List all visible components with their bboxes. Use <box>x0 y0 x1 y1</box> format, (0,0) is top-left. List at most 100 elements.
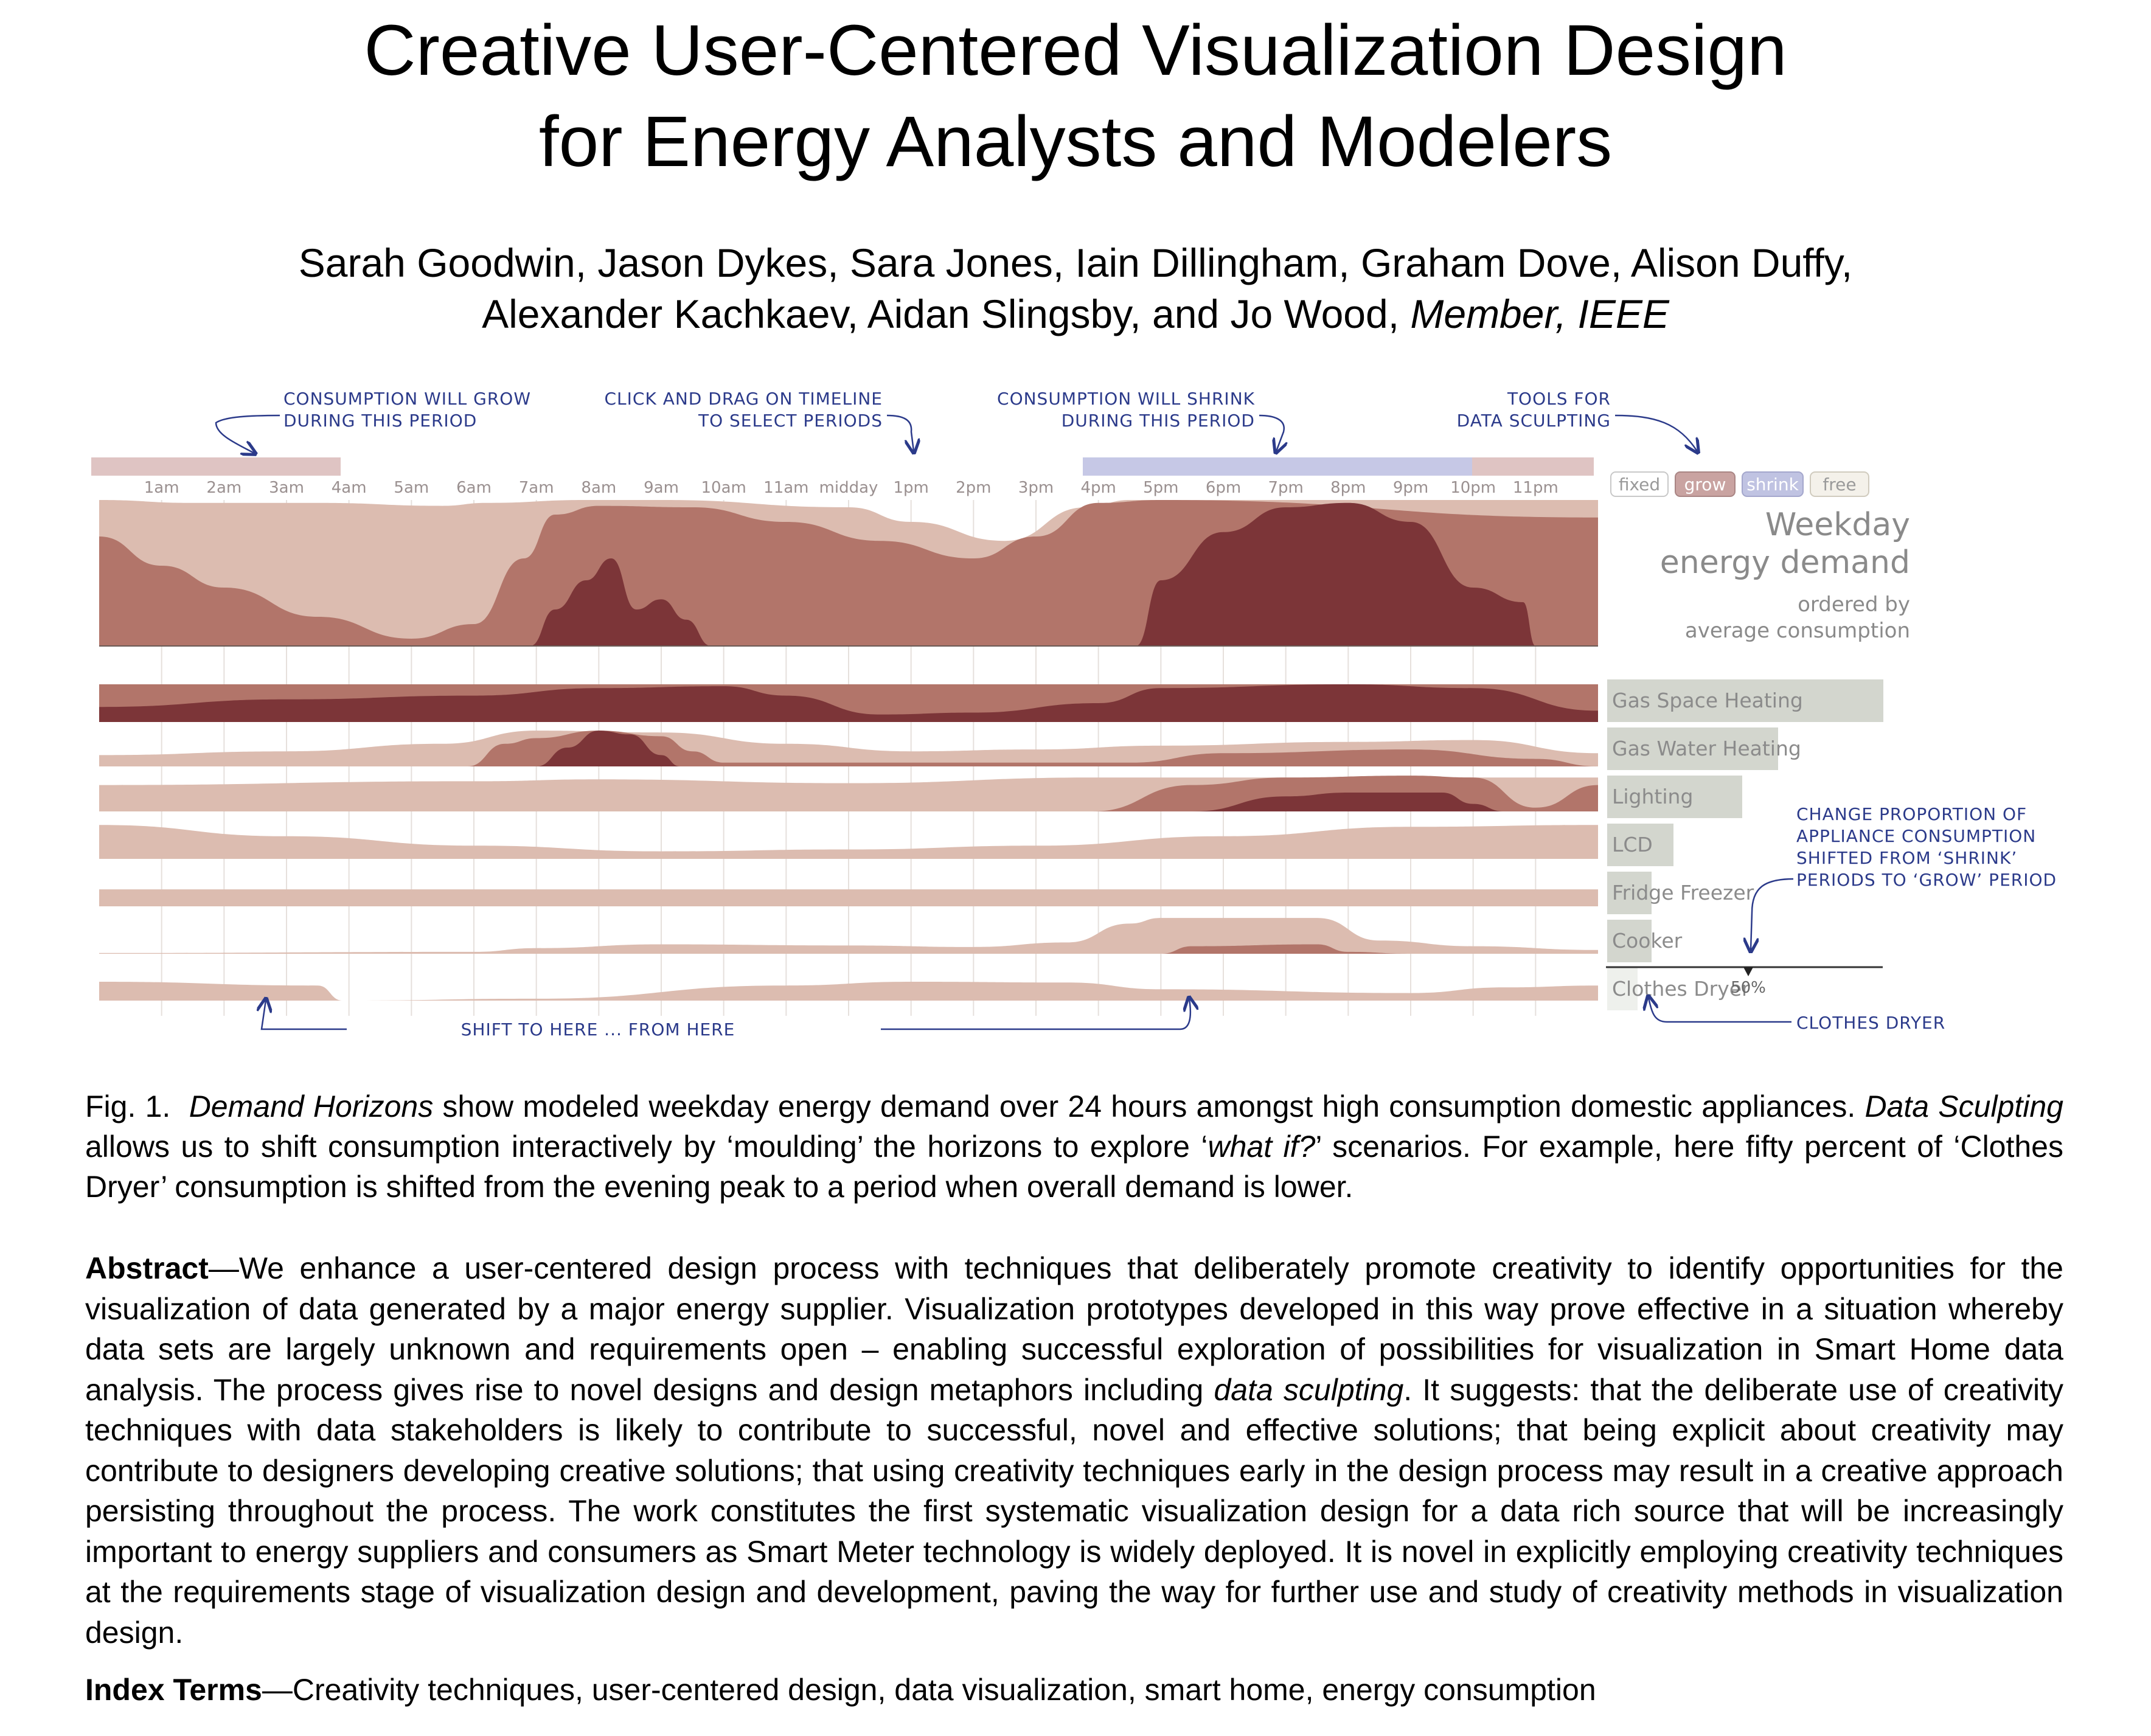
demand-horizons[interactable] <box>99 500 1598 1001</box>
tool-shrink-button[interactable] <box>1742 471 1804 497</box>
legend-title-line-1: Weekday <box>1765 507 1910 543</box>
annotation-drag-line-2: TO SELECT PERIODS <box>698 411 883 431</box>
appliance-horizon-0-1[interactable] <box>99 684 1598 722</box>
hour-label: 10am <box>701 479 746 497</box>
annotation-shift: SHIFT TO HERE ... FROM HERE <box>461 1019 735 1040</box>
hour-axis: 1am 2am 3am 4am 5am 6am 7am 8am 9am 10am 11am midda… <box>144 479 1559 497</box>
appliance-bar[interactable] <box>1607 968 1638 1010</box>
appliance-label: Lighting <box>1612 785 1693 808</box>
annotation-shift-arrow-right <box>881 999 1190 1030</box>
abstract-label: Abstract <box>85 1251 209 1285</box>
annotation-shrink-line-1: CONSUMPTION WILL SHRINK <box>997 389 1255 409</box>
caption-text-1: show modeled weekday energy demand over … <box>433 1089 1865 1123</box>
timeline[interactable] <box>91 457 1594 476</box>
hour-label: 6am <box>456 479 492 497</box>
tool-grow-button[interactable] <box>1675 471 1736 497</box>
annotation-tools-arrow <box>1614 414 1697 451</box>
hour-label: 1am <box>144 479 179 497</box>
annotation-shrink-arrow <box>1259 414 1284 451</box>
legend-subtitle-line-1: ordered by <box>1798 592 1910 617</box>
hour-label: 7pm <box>1268 479 1303 497</box>
abstract-text-1: —We enhance a user-centered design proce… <box>85 1251 2063 1407</box>
appliance-label: Gas Water Heating <box>1612 737 1801 760</box>
appliance-label: LCD <box>1612 833 1653 856</box>
appliance-horizon-5-0[interactable] <box>99 918 1598 954</box>
hour-label: 3am <box>269 479 304 497</box>
authors-names: Alexander Kachkaev, Aidan Slingsby, and … <box>482 291 1400 336</box>
annotation-clothes-dryer-arrow <box>1649 998 1791 1023</box>
hour-label: midday <box>819 479 878 497</box>
index-terms-text: —Creativity techniques, user-centered de… <box>262 1673 1596 1707</box>
hour-label: 7am <box>519 479 554 497</box>
abstract-emphasis: data sculpting <box>1214 1372 1404 1407</box>
tool-fixed-button[interactable] <box>1610 471 1669 497</box>
title-line-1: Creative User-Centered Visualization Des… <box>364 10 1787 91</box>
sculpting-tools: fixed grow shrink free <box>1610 471 1869 497</box>
appliance-bar[interactable] <box>1607 824 1673 866</box>
hour-label: 3pm <box>1018 479 1054 497</box>
annotation-shift-arrow-left <box>262 1000 347 1030</box>
index-terms: Index Terms—Creativity techniques, user-… <box>85 1670 2063 1710</box>
proportion-slider-handle[interactable] <box>1743 967 1753 976</box>
caption-emphasis-1: Demand Horizons <box>189 1089 434 1123</box>
hour-label: 2am <box>206 479 242 497</box>
proportion-slider-value: 50% <box>1731 979 1766 997</box>
appliance-horizon-1-2[interactable] <box>536 731 680 766</box>
author-membership: Member, IEEE <box>1410 291 1669 336</box>
appliance-horizon-6-0[interactable] <box>99 982 1598 1001</box>
hour-label: 8pm <box>1330 479 1366 497</box>
hour-label: 11pm <box>1513 479 1559 497</box>
annotation-clothes-dryer: CLOTHES DRYER <box>1796 1013 1945 1033</box>
appliance-horizon-2-2[interactable] <box>1192 793 1504 811</box>
demand-horizons-figure: CONSUMPTION WILL GROW DURING THIS PERIOD… <box>91 389 2056 1040</box>
hour-label: 10pm <box>1450 479 1496 497</box>
tool-free-button[interactable] <box>1810 471 1869 497</box>
appliance-bar[interactable] <box>1607 776 1742 818</box>
caption-text-2: allows us to shift consumption interacti… <box>85 1130 1208 1164</box>
annotation-proportion-line-2: APPLIANCE CONSUMPTION <box>1796 826 2036 846</box>
appliance-bars: Gas Space Heating Gas Water Heating Lighti… <box>1607 679 1883 1010</box>
annotation-grow-line-2: DURING THIS PERIOD <box>283 411 477 431</box>
shrink-period[interactable] <box>1083 457 1472 476</box>
annotation-grow-line-1: CONSUMPTION WILL GROW <box>283 389 531 409</box>
paper-title: Creative User-Centered Visualization Des… <box>0 5 2151 187</box>
abstract-text-2: . It suggests: that the deliberate use o… <box>85 1372 2064 1650</box>
caption-text-3: ’ scenarios. For example, here fifty per… <box>85 1130 2063 1204</box>
appliance-horizon-1-1[interactable] <box>467 731 1598 766</box>
annotation-proportion-line-1: CHANGE PROPORTION OF <box>1796 804 2027 824</box>
hour-label: 2pm <box>956 479 991 497</box>
annotation-proportion-line-3: SHIFTED FROM ‘SHRINK’ <box>1796 848 2017 868</box>
annotation-shrink-line-2: DURING THIS PERIOD <box>1062 411 1255 431</box>
appliance-bar[interactable] <box>1607 872 1652 914</box>
figure-caption: Fig. 1. Demand Horizons show modeled wee… <box>85 1086 2063 1207</box>
horizon-band-dark[interactable] <box>530 502 1536 646</box>
caption-emphasis-3: what if? <box>1208 1130 1316 1164</box>
annotation-grow-arrow <box>215 414 280 453</box>
hour-label: 6pm <box>1206 479 1241 497</box>
grow-period-evening[interactable] <box>1472 457 1594 476</box>
grow-period[interactable] <box>91 457 341 476</box>
appliance-horizon-3-0[interactable] <box>99 825 1598 859</box>
appliance-horizon-4-0[interactable] <box>99 889 1598 906</box>
abstract: Abstract—We enhance a user-centered desi… <box>85 1248 2063 1653</box>
annotation-drag-arrow <box>886 414 914 451</box>
tool-grow-label: grow <box>1684 474 1726 495</box>
annotation-tools-line-1: TOOLS FOR <box>1507 389 1611 409</box>
appliance-label: Gas Space Heating <box>1612 689 1803 712</box>
annotation-proportion-arrow <box>1751 878 1794 950</box>
appliance-horizon-5-1[interactable] <box>1161 944 1411 954</box>
appliance-bar[interactable] <box>1607 727 1778 770</box>
caption-emphasis-2: Data Sculpting <box>1864 1089 2063 1123</box>
author-list: Sarah Goodwin, Jason Dykes, Sara Jones, … <box>0 237 2151 339</box>
title-line-2: for Energy Analysts and Modelers <box>538 102 1613 182</box>
annotation-drag-line-1: CLICK AND DRAG ON TIMELINE <box>604 389 883 409</box>
appliance-bar[interactable] <box>1607 679 1883 722</box>
appliance-bar[interactable] <box>1607 920 1652 962</box>
hour-label: 5am <box>394 479 429 497</box>
tool-free-label: free <box>1823 474 1856 495</box>
hour-label: 4am <box>332 479 367 497</box>
tool-shrink-label: shrink <box>1746 474 1799 495</box>
caption-fig-number: Fig. 1. <box>85 1089 171 1123</box>
hour-label: 9am <box>644 479 679 497</box>
hour-label: 1pm <box>893 479 928 497</box>
